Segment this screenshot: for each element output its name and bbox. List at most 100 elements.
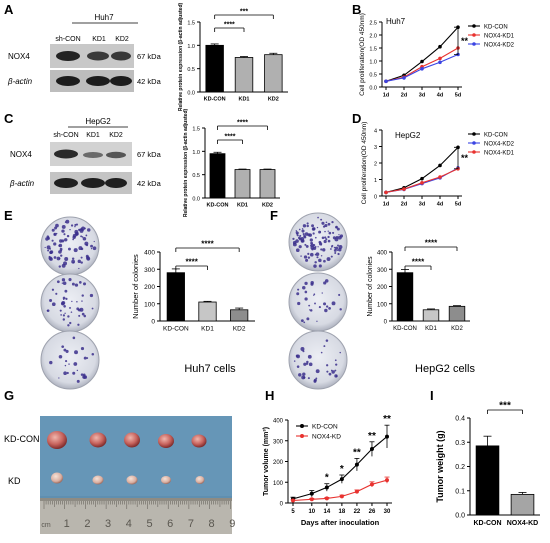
tumor-kd [161,476,171,484]
colony [320,255,323,257]
colony [301,228,304,230]
colony [325,238,328,241]
colony [77,323,80,326]
colony [53,233,56,236]
x-tick-label: 5d [455,93,461,99]
colony-dishes-f [288,212,348,390]
colony [58,243,63,248]
data-point [324,496,329,501]
series-line [385,47,459,82]
colony [296,234,299,237]
blot-c-lane-1: sh-CON [53,132,78,139]
tumor-row-kdcon: KD-CON [4,434,40,444]
ruler-label: 5 [146,518,152,530]
colony [302,372,306,376]
colony [86,256,91,261]
bar [448,305,466,322]
colony [313,379,317,383]
bar-chart-f: 0 100 200 300 400 KD-CON KD1 KD2 Number of colon… [367,239,470,332]
bar [166,272,185,322]
colony [302,285,306,290]
colony [323,281,327,285]
blot-a-lane-3: KD2 [115,36,129,43]
blot-c-lane-3: KD2 [109,132,123,139]
x-category-label: KD1 [201,326,214,333]
colony [53,242,57,246]
legend-label: NOX4-KD2 [484,43,515,49]
x-tick-label: 5 [291,509,295,515]
x-tick-label: 2d [401,93,407,99]
colony [83,356,87,360]
sig-stars: **** [225,134,236,141]
colony [73,248,78,253]
colony [328,372,332,376]
legend-marker [472,141,476,145]
colony [64,289,68,293]
culture-dish [40,330,100,390]
colony [69,228,71,231]
colony [65,349,69,353]
colony [81,294,84,297]
legend-marker [472,33,476,37]
panel-letter-h: H [265,388,274,403]
colony [74,283,79,287]
ruler-label: 1 [64,518,70,530]
tumor-row-kd: KD [8,476,21,486]
colony [313,264,317,268]
colony [326,370,329,373]
colony [319,231,322,233]
legend-label: KD-CON [484,25,508,31]
x-tick-label: 1d [383,202,389,208]
colony [334,374,338,378]
x-tick-label: 10 [308,509,315,515]
blot-c-row-2: β-actin [9,179,35,188]
colony [308,362,313,367]
colony [304,281,308,286]
data-point [438,163,442,168]
colony [331,301,336,306]
colony [63,298,65,301]
colony [307,377,310,380]
y-tick-label: 0.5 [187,67,195,73]
colony [334,369,337,372]
blot-a-row-1: NOX4 [8,52,30,61]
y-tick-label: 300 [144,267,155,274]
legend-marker [300,424,304,428]
colony [335,246,339,250]
colony [72,238,75,241]
colony [324,279,329,283]
colony [47,236,50,239]
colony [80,261,83,264]
colony [305,258,309,262]
ruler-label: 9 [229,518,235,530]
colony [82,373,86,377]
blot-a-cell-label: Huh7 [94,13,114,22]
ruler-label: 3 [105,518,111,530]
colony [66,234,70,238]
colony [76,300,78,303]
y-tick-label: 1.0 [187,44,195,50]
colony [74,225,76,228]
series-line [385,146,459,193]
colony [85,254,89,258]
blot-a-row-2: β-actin [7,77,33,86]
colony [61,282,64,284]
colony [93,240,95,243]
sig-stars: *** [499,401,511,412]
colony [64,312,66,315]
colony [317,216,319,219]
x-category-label: KD-CON [393,326,417,332]
colony [333,248,337,252]
colony [302,232,305,236]
bar [264,54,283,93]
colony [297,288,300,291]
colony [338,293,341,297]
x-category-label: NOX4-KD [507,520,539,527]
tumor-kdcon [89,432,107,448]
colony [76,379,80,383]
blot-c-lane-2: KD1 [86,132,100,139]
colony [306,317,310,321]
colony [80,256,83,259]
colony [80,228,84,231]
x-category-label: KD2 [451,326,463,332]
